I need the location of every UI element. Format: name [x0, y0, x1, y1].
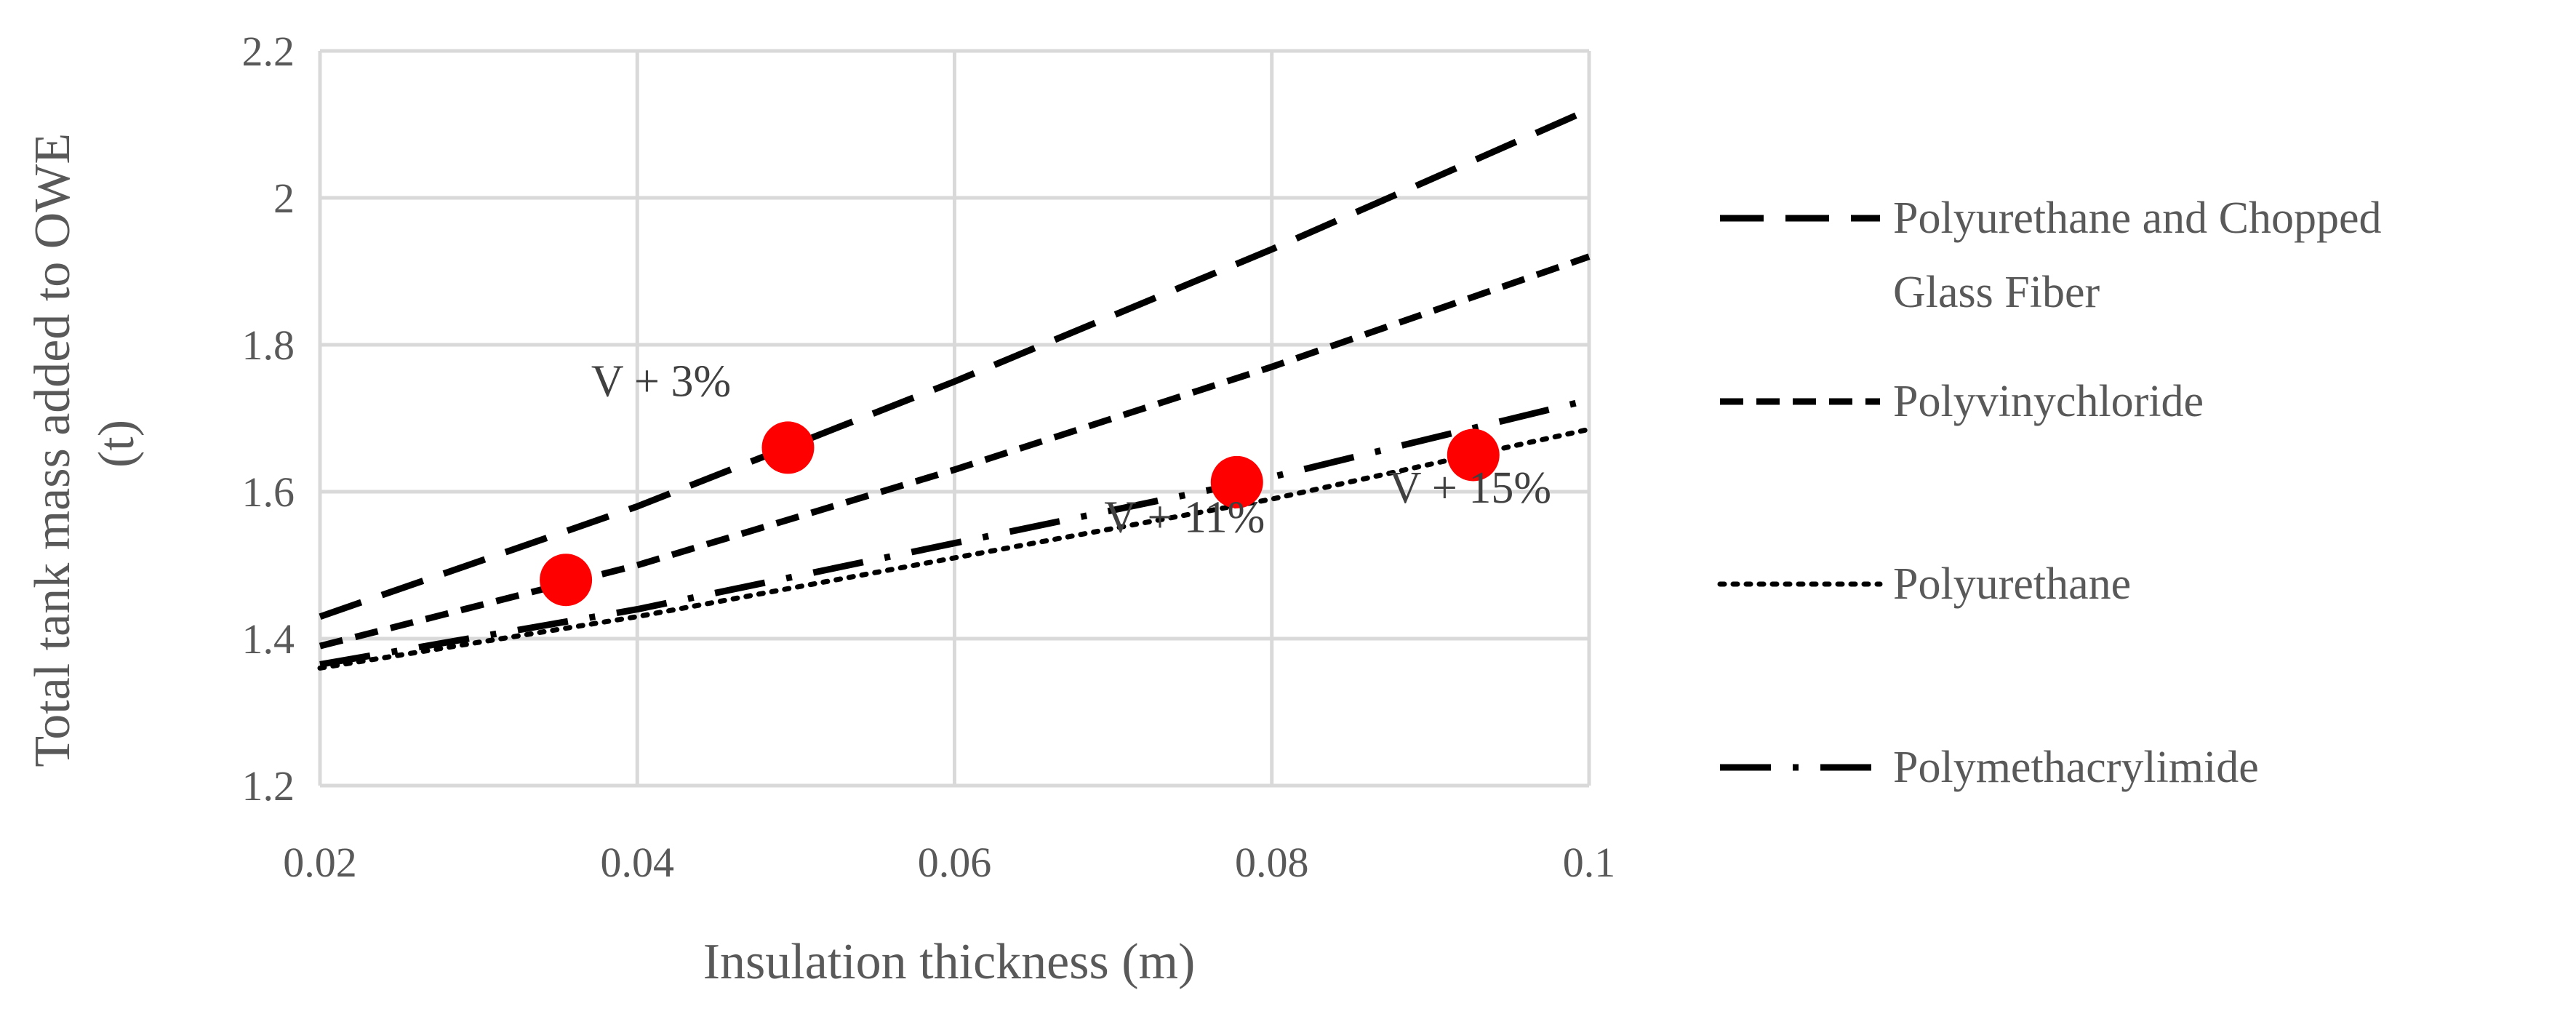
- annotation-label-0: V + 3%: [591, 357, 731, 407]
- x-axis-title: Insulation thickness (m): [703, 934, 1196, 990]
- highlight-marker-2: [1210, 455, 1263, 508]
- annotations: V + 3% V + 11% V + 15%: [591, 357, 1551, 543]
- legend-label-1: Polyvinychloride: [1893, 377, 2204, 426]
- legend: Polyurethane and Chopped Glass Fiber Polyv…: [1717, 193, 2382, 792]
- x-tick-label: 0.04: [601, 839, 675, 886]
- y-tick-label: 2: [273, 175, 295, 222]
- legend-label-3: Polymethacrylimide: [1893, 743, 2259, 792]
- y-tick-label: 2.2: [242, 28, 295, 75]
- y-tick-label: 1.2: [242, 762, 295, 810]
- highlight-marker-1: [761, 421, 815, 474]
- series-line-1: [319, 253, 1591, 650]
- x-tick-label: 0.1: [1563, 839, 1616, 886]
- series-line-2: [317, 426, 1592, 671]
- highlight-marker-0: [540, 554, 593, 607]
- x-tick-label: 0.06: [918, 839, 992, 886]
- y-axis-title-line-1: Total tank mass added to OWE: [25, 133, 81, 767]
- y-tick-label: 1.4: [242, 615, 295, 663]
- y-tick-label: 1.8: [242, 322, 295, 369]
- highlight-markers: [540, 421, 1500, 607]
- y-tick-label: 1.6: [242, 468, 295, 516]
- legend-label-2: Polyurethane: [1893, 559, 2131, 609]
- series-lines: [317, 106, 1592, 671]
- x-tick-label: 0.08: [1235, 839, 1309, 886]
- y-axis-title: Total tank mass added to OWE (t): [25, 120, 145, 767]
- y-axis-title-line-2: (t): [89, 420, 145, 468]
- legend-label-0-line-1: Glass Fiber: [1893, 268, 2100, 317]
- highlight-marker-3: [1447, 428, 1500, 482]
- grid: [318, 49, 1591, 788]
- annotation-label-2: V + 15%: [1389, 463, 1551, 513]
- series-line-0: [319, 106, 1591, 620]
- legend-label-0-line-0: Polyurethane and Chopped: [1893, 193, 2382, 243]
- series-line-3: [319, 396, 1591, 668]
- annotation-label-1: V + 11%: [1104, 493, 1265, 543]
- tick-labels: 1.2 1.4 1.6 1.8 2 2.2 0.02 0.04 0.06 0.08 0.1: [242, 28, 1616, 886]
- x-tick-label: 0.02: [283, 839, 357, 886]
